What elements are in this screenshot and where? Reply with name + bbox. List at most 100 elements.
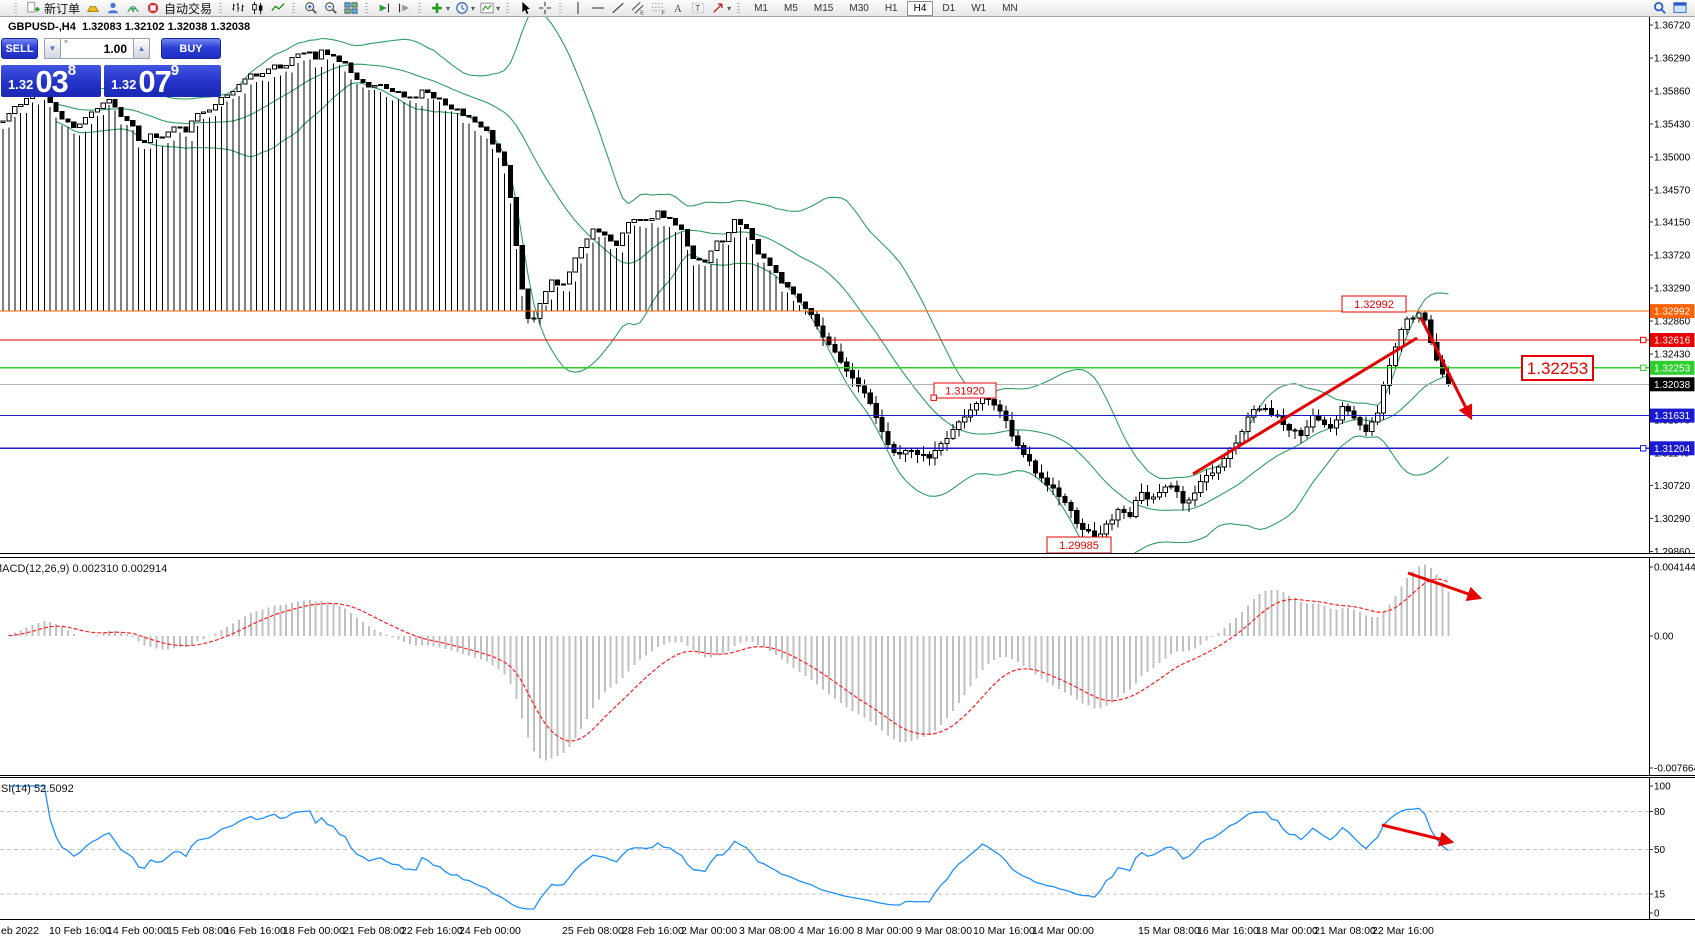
timeframe-h4-button[interactable]: H4 xyxy=(906,0,934,16)
trend-arrow[interactable] xyxy=(1407,571,1483,601)
text-label-icon: T xyxy=(691,1,705,15)
date-label: 15 Mar 08:00 xyxy=(1138,925,1200,937)
sell-button[interactable]: SELL xyxy=(1,38,38,59)
dropdown-arrow-icon[interactable]: ▾ xyxy=(446,3,451,13)
zoom-out-button[interactable] xyxy=(321,1,341,16)
macd-axis-label: 0.00 xyxy=(1654,632,1674,643)
volume-field[interactable]: ° 1.00 xyxy=(61,38,133,59)
price-annotation-text: 1.32253 xyxy=(1527,359,1588,378)
one-click-buttons-row: SELL ▼ ° 1.00 ▲ BUY xyxy=(1,38,223,59)
sell-price[interactable]: 1.32 03 8 xyxy=(1,62,101,99)
new-order-button[interactable] xyxy=(23,1,43,16)
macd-chart[interactable]: 0.004144 0.00 -0.007664 xyxy=(0,557,1695,776)
price-annotation-box[interactable] xyxy=(1521,355,1594,381)
equidistant-channel-button[interactable]: E xyxy=(628,1,648,16)
macd-panel[interactable]: 0.004144 0.00 -0.007664 MACD(12,26,9) 0.00… xyxy=(0,557,1695,776)
buy-button[interactable]: BUY xyxy=(161,38,221,59)
auto-scroll-icon xyxy=(377,1,391,15)
gold-button[interactable] xyxy=(83,1,103,16)
timeframe-m15-button[interactable]: M15 xyxy=(807,1,840,16)
profile-icon xyxy=(106,1,120,15)
level-line-handle[interactable] xyxy=(1640,445,1647,452)
date-label: 15 Feb 08:00 xyxy=(167,925,229,937)
auto-scroll-button[interactable] xyxy=(374,1,394,16)
price-chart[interactable]: 1.32992 1.31920 1.29985 1.32253 1.36720 1.362… xyxy=(0,17,1695,554)
trend-arrow[interactable] xyxy=(1381,823,1455,847)
chart-title: GBPUSD-,H4 1.32083 1.32102 1.32038 1.320… xyxy=(8,21,251,33)
level-line-handle[interactable] xyxy=(1640,364,1647,372)
templates-button[interactable] xyxy=(477,1,497,16)
price-axis-label xyxy=(1649,304,1695,319)
candles-chart-button[interactable] xyxy=(248,1,268,16)
volume-decrease-button[interactable]: ▼ xyxy=(44,38,61,59)
date-label: 10 Feb 16:00 xyxy=(49,925,111,937)
search-button[interactable] xyxy=(1650,1,1670,16)
chart-shift-icon xyxy=(397,1,411,15)
text-icon: A xyxy=(671,1,685,15)
main-chart-panel[interactable]: 1.32992 1.31920 1.29985 1.32253 1.36720 1.362… xyxy=(0,17,1695,554)
signal-icon xyxy=(126,1,140,15)
toolbar-right-icons xyxy=(1650,1,1695,16)
rsi-chart[interactable]: 100 80 50 15 0 xyxy=(0,777,1695,920)
zoom-in-icon xyxy=(304,1,318,15)
timeframe-m5-button[interactable]: M5 xyxy=(777,1,805,16)
text-button[interactable]: A xyxy=(668,1,688,16)
vertical-line-button[interactable] xyxy=(568,1,588,16)
sell-price-big: 03 xyxy=(35,64,68,99)
one-click-trading-widget: SELL ▼ ° 1.00 ▲ BUY 1.32 03 8 xyxy=(1,38,223,97)
rsi-panel[interactable]: 100 80 50 15 0 RSI(14) 52.5092 xyxy=(0,777,1695,920)
trend-arrow[interactable] xyxy=(1192,336,1418,476)
rsi-label: RSI(14) 52.5092 xyxy=(0,783,74,795)
indicators-button[interactable] xyxy=(427,1,447,16)
timeframe-m1-button[interactable]: M1 xyxy=(747,1,775,16)
new-window-button[interactable] xyxy=(1670,1,1690,16)
new-order-icon xyxy=(26,1,40,15)
autotrading-label: 自动交易 xyxy=(164,1,213,16)
price-tick-label: 1.36720 xyxy=(1654,21,1691,32)
chart-shift-button[interactable] xyxy=(394,1,414,16)
fibonacci-button[interactable]: F xyxy=(648,1,668,16)
rsi-axis-label: 15 xyxy=(1654,889,1666,900)
price-tick-label: 1.33290 xyxy=(1654,284,1691,295)
text-label-button[interactable]: T xyxy=(688,1,708,16)
toolbar-grip xyxy=(14,2,17,14)
bars-chart-button[interactable] xyxy=(228,1,248,16)
price-tick-label: 1.35000 xyxy=(1654,153,1691,164)
toolbar: 新订单 自动交易 ▾ ▾ ▾ E F A T ▾ M1 M5 M15 M30 H1 H4 D1 W1 MN xyxy=(0,0,1695,17)
dropdown-arrow-icon[interactable]: ▾ xyxy=(496,3,501,13)
autotrading-button[interactable] xyxy=(143,1,163,16)
buy-price[interactable]: 1.32 07 9 xyxy=(104,62,221,97)
price-tick-label: 1.30720 xyxy=(1654,481,1691,492)
annotation-handle[interactable] xyxy=(930,394,937,401)
buy-price-main: 1.32 xyxy=(111,77,137,92)
arrows-button[interactable] xyxy=(708,1,728,16)
line-chart-button[interactable] xyxy=(268,1,288,16)
rsi-line xyxy=(8,785,1449,910)
price-annotation-box[interactable] xyxy=(933,382,997,399)
trendline-button[interactable] xyxy=(608,1,628,16)
timeframe-d1-button[interactable]: D1 xyxy=(935,1,962,16)
crosshair-button[interactable] xyxy=(535,1,555,16)
level-line-handle[interactable] xyxy=(1640,336,1647,344)
profile-button[interactable] xyxy=(103,1,123,16)
timeframe-m30-button[interactable]: M30 xyxy=(842,1,875,16)
timeframe-mn-button[interactable]: MN xyxy=(995,1,1025,16)
trend-arrow[interactable] xyxy=(1419,317,1473,421)
signal-button[interactable] xyxy=(123,1,143,16)
up-arrow-icon: ▲ xyxy=(137,43,146,53)
tile-windows-button[interactable] xyxy=(341,1,361,16)
timeframe-h1-button[interactable]: H1 xyxy=(878,1,905,16)
periods-button[interactable] xyxy=(452,1,472,16)
time-axis: eb 2022 10 Feb 16:00 14 Feb 00:00 15 Feb 08… xyxy=(0,920,1695,941)
zoom-in-button[interactable] xyxy=(301,1,321,16)
candles xyxy=(0,49,1452,542)
cursor-button[interactable] xyxy=(515,1,535,16)
dropdown-arrow-icon[interactable]: ▾ xyxy=(727,3,732,13)
price-tick-label: 1.35860 xyxy=(1654,87,1691,98)
dropdown-arrow-icon[interactable]: ▾ xyxy=(471,3,476,13)
horizontal-line-button[interactable] xyxy=(588,1,608,16)
timeframe-w1-button[interactable]: W1 xyxy=(964,1,993,16)
price-annotation-box[interactable] xyxy=(1341,295,1407,313)
volume-increase-button[interactable]: ▲ xyxy=(133,38,150,59)
